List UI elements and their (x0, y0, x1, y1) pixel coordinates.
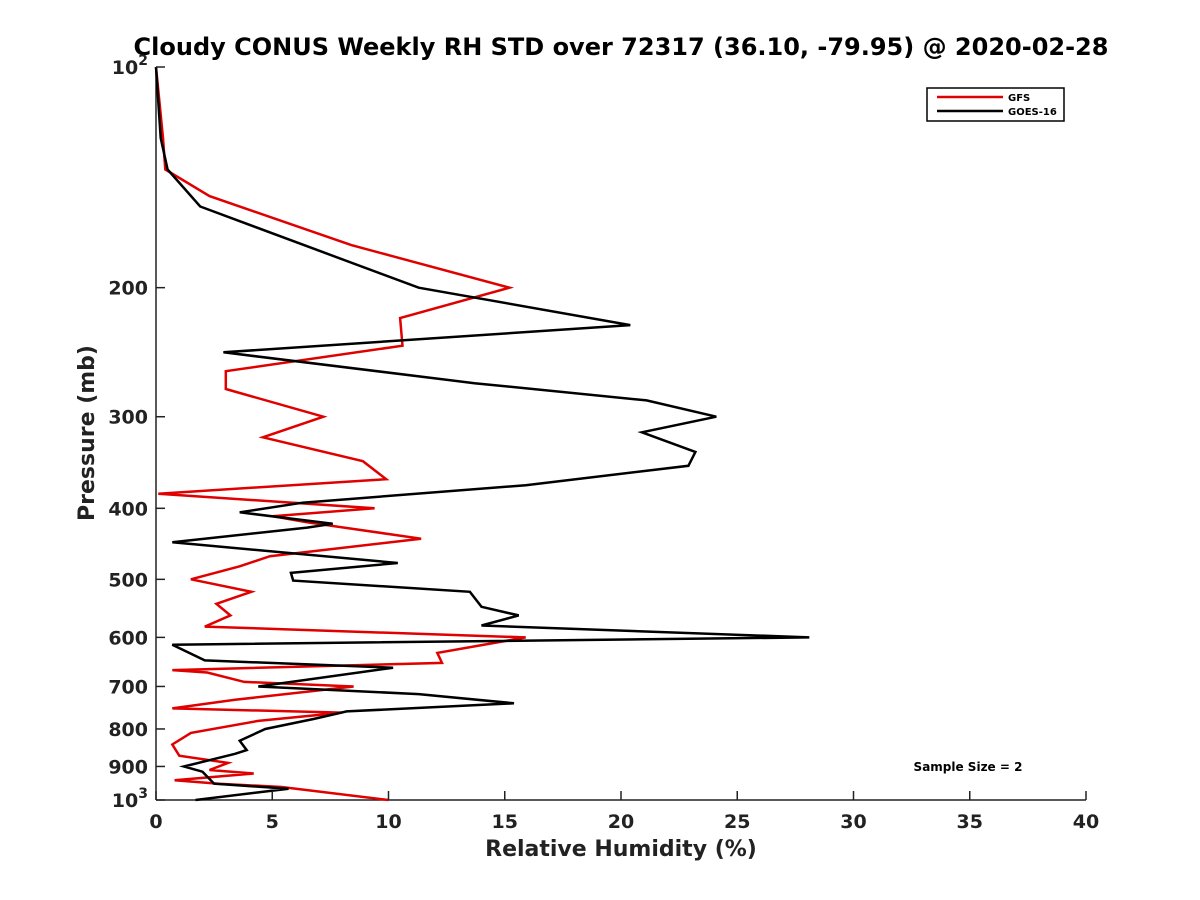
y-axis-label: Pressure (mb) (75, 345, 100, 521)
legend-label-goes16: GOES-16 (1008, 107, 1057, 118)
x-tick-label: 15 (492, 811, 518, 833)
x-tick-label: 35 (957, 811, 983, 833)
series-line-gfs (154, 66, 526, 802)
y-tick-label: 103 (112, 786, 148, 812)
y-tick-label: 102 (112, 53, 148, 79)
x-tick-label: 30 (840, 811, 866, 833)
x-tick-label: 40 (1073, 811, 1099, 833)
y-tick-label: 400 (108, 498, 148, 520)
series-line-goes16 (154, 66, 810, 802)
x-tick-label: 0 (149, 811, 162, 833)
y-tick-label: 600 (108, 627, 148, 649)
x-tick-label: 5 (266, 811, 279, 833)
sample-size-annotation: Sample Size = 2 (914, 760, 1023, 774)
y-tick-label: 300 (108, 407, 148, 429)
y-ticks: 102 200 300 400 500 600 700 800 900 103 (108, 53, 165, 812)
x-tick-label: 25 (724, 811, 750, 833)
x-ticks: 0 5 10 15 20 25 30 35 40 (149, 791, 1099, 833)
x-tick-label: 10 (375, 811, 401, 833)
plot-area: 0 5 10 15 20 25 30 35 40 102 200 300 400 500 600 700 80… (108, 53, 1099, 833)
legend-box (926, 87, 1065, 122)
x-axis-label: Relative Humidity (%) (485, 837, 757, 862)
y-tick-label: 800 (108, 719, 148, 741)
y-tick-label: 500 (108, 569, 148, 591)
chart-title: Cloudy CONUS Weekly RH STD over 72317 (3… (134, 33, 1109, 61)
series-layer (154, 66, 810, 802)
x-tick-label: 20 (608, 811, 634, 833)
legend: GFS GOES-16 (926, 87, 1065, 122)
y-tick-label: 200 (108, 278, 148, 300)
y-tick-label: 700 (108, 676, 148, 698)
y-tick-label: 900 (108, 756, 148, 778)
legend-label-gfs: GFS (1008, 93, 1030, 104)
